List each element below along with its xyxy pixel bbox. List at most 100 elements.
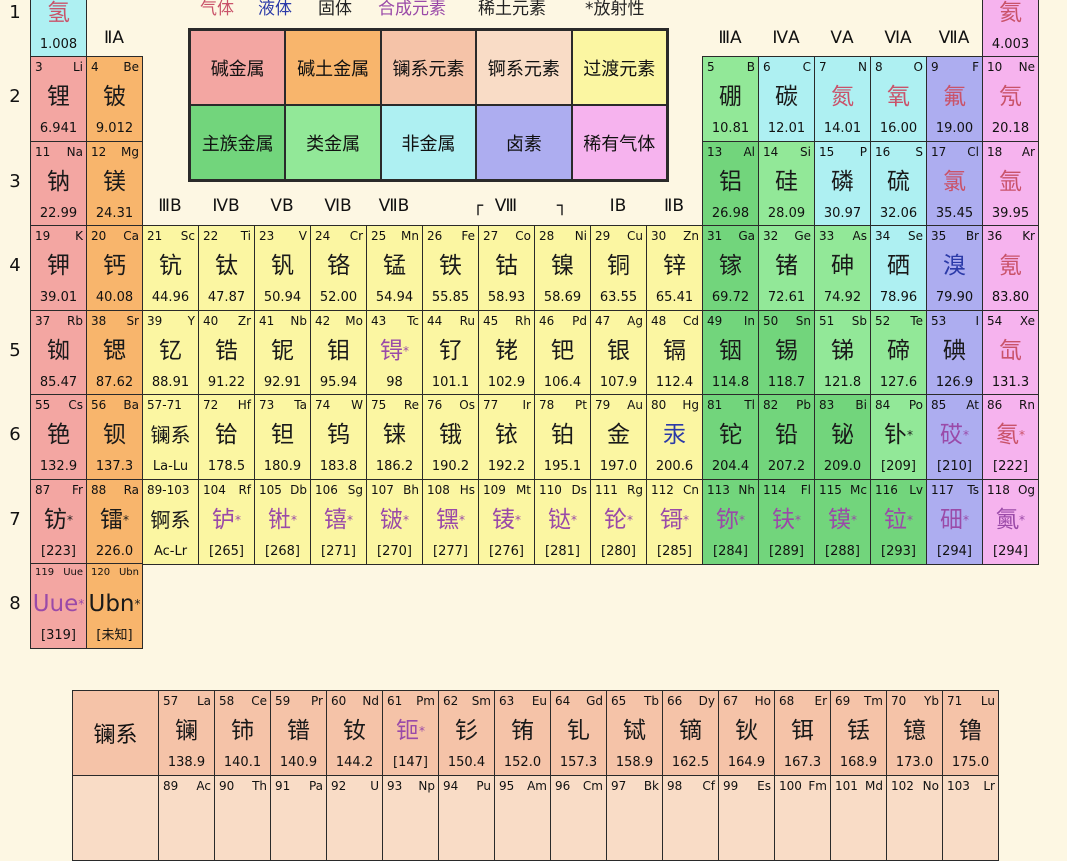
element-cell[interactable]: 120 Ubn Ubn* [未知] xyxy=(86,563,143,649)
element-cell[interactable]: 92 U xyxy=(326,775,383,861)
element-cell[interactable]: 71 Lu 镥 175.0 xyxy=(942,690,999,776)
element-cell[interactable]: 9 F 氟 19.00 xyxy=(926,56,983,142)
element-cell[interactable]: 118 Og 鿫* [294] xyxy=(982,478,1039,565)
element-cell[interactable]: 87 Fr 钫* [223] xyxy=(30,478,87,565)
element-cell[interactable]: 78 Pt 铂 195.1 xyxy=(534,394,591,480)
element-cell[interactable]: 89-103 锕系 Ac-Lr xyxy=(142,478,199,565)
element-cell[interactable]: 67 Ho 钬 164.9 xyxy=(718,690,775,776)
element-cell[interactable]: 85 At 砹* [210] xyxy=(926,394,983,480)
element-cell[interactable]: 5 B 硼 10.81 xyxy=(702,56,759,142)
element-cell[interactable]: 100 Fm xyxy=(774,775,831,861)
element-cell[interactable]: 115 Mc 镆* [288] xyxy=(814,478,871,565)
element-cell[interactable]: 33 As 砷 74.92 xyxy=(814,225,871,311)
element-cell[interactable]: 58 Ce 铈 140.1 xyxy=(214,690,271,776)
element-cell[interactable]: 16 S 硫 32.06 xyxy=(870,140,927,227)
element-cell[interactable]: 97 Bk xyxy=(606,775,663,861)
element-cell[interactable]: 36 Kr 氪 83.80 xyxy=(982,225,1039,311)
element-cell[interactable]: 54 Xe 氙 131.3 xyxy=(982,309,1039,396)
element-cell[interactable]: 17 Cl 氯 35.45 xyxy=(926,140,983,227)
element-cell[interactable]: 38 Sr 锶 87.62 xyxy=(86,309,143,396)
element-cell[interactable]: 69 Tm 铥 168.9 xyxy=(830,690,887,776)
element-cell[interactable]: 48 Cd 镉 112.4 xyxy=(646,309,703,396)
element-cell[interactable]: 15 P 磷 30.97 xyxy=(814,140,871,227)
element-cell[interactable]: 44 Ru 钌 101.1 xyxy=(422,309,479,396)
element-cell[interactable]: 65 Tb 铽 158.9 xyxy=(606,690,663,776)
element-cell[interactable]: 18 Ar 氩 39.95 xyxy=(982,140,1039,227)
element-cell[interactable]: 93 Np xyxy=(382,775,439,861)
element-cell[interactable]: 32 Ge 锗 72.61 xyxy=(758,225,815,311)
element-cell[interactable]: 114 Fl 𫓧* [289] xyxy=(758,478,815,565)
element-cell[interactable]: 55 Cs 铯 132.9 xyxy=(30,394,87,480)
element-cell[interactable]: 104 Rf 𬬻* [265] xyxy=(198,478,255,565)
element-cell[interactable]: 105 Db 𬭊* [268] xyxy=(254,478,311,565)
element-cell[interactable]: 37 Rb 铷 85.47 xyxy=(30,309,87,396)
element-cell[interactable]: 14 Si 硅 28.09 xyxy=(758,140,815,227)
element-cell[interactable]: 82 Pb 铅 207.2 xyxy=(758,394,815,480)
element-cell[interactable]: 22 Ti 钛 47.87 xyxy=(198,225,255,311)
element-cell[interactable]: 39 Y 钇 88.91 xyxy=(142,309,199,396)
element-cell[interactable]: 73 Ta 钽 180.9 xyxy=(254,394,311,480)
element-cell[interactable]: 62 Sm 钐 150.4 xyxy=(438,690,495,776)
element-cell[interactable]: 70 Yb 镱 173.0 xyxy=(886,690,943,776)
element-cell[interactable]: 63 Eu 铕 152.0 xyxy=(494,690,551,776)
element-cell[interactable]: 112 Cn 鿔* [285] xyxy=(646,478,703,565)
element-cell[interactable]: 12 Mg 镁 24.31 xyxy=(86,140,143,227)
element-cell[interactable]: 45 Rh 铑 102.9 xyxy=(478,309,535,396)
element-cell[interactable]: 57 La 镧 138.9 xyxy=(158,690,215,776)
element-cell[interactable]: 95 Am xyxy=(494,775,551,861)
element-cell[interactable]: 72 Hf 铪 178.5 xyxy=(198,394,255,480)
element-cell[interactable]: 26 Fe 铁 55.85 xyxy=(422,225,479,311)
element-cell[interactable]: 90 Th xyxy=(214,775,271,861)
element-cell[interactable]: 41 Nb 铌 92.91 xyxy=(254,309,311,396)
element-cell[interactable]: 49 In 铟 114.8 xyxy=(702,309,759,396)
element-cell[interactable]: 20 Ca 钙 40.08 xyxy=(86,225,143,311)
element-cell[interactable]: 116 Lv 𫟷* [293] xyxy=(870,478,927,565)
element-cell[interactable]: 47 Ag 银 107.9 xyxy=(590,309,647,396)
element-cell[interactable]: 42 Mo 钼 95.94 xyxy=(310,309,367,396)
element-cell[interactable]: 101 Md xyxy=(830,775,887,861)
element-cell[interactable]: 61 Pm 钷* [147] xyxy=(382,690,439,776)
element-cell[interactable]: 56 Ba 钡 137.3 xyxy=(86,394,143,480)
element-cell[interactable]: 84 Po 钋* [209] xyxy=(870,394,927,480)
element-cell[interactable]: 66 Dy 镝 162.5 xyxy=(662,690,719,776)
element-cell[interactable]: 89 Ac xyxy=(158,775,215,861)
element-cell[interactable]: 60 Nd 钕 144.2 xyxy=(326,690,383,776)
element-cell[interactable]: 4 Be 铍 9.012 xyxy=(86,56,143,142)
element-cell[interactable]: 79 Au 金 197.0 xyxy=(590,394,647,480)
element-cell[interactable]: 59 Pr 镨 140.9 xyxy=(270,690,327,776)
element-cell[interactable]: 氦 4.003 xyxy=(982,0,1039,58)
element-cell[interactable]: 81 Tl 铊 204.4 xyxy=(702,394,759,480)
element-cell[interactable]: 25 Mn 锰 54.94 xyxy=(366,225,423,311)
element-cell[interactable]: 57-71 镧系 La-Lu xyxy=(142,394,199,480)
element-cell[interactable]: 7 N 氮 14.01 xyxy=(814,56,871,142)
element-cell[interactable]: 40 Zr 锆 91.22 xyxy=(198,309,255,396)
element-cell[interactable]: 34 Se 硒 78.96 xyxy=(870,225,927,311)
element-cell[interactable]: 102 No xyxy=(886,775,943,861)
element-cell[interactable]: 77 Ir 铱 192.2 xyxy=(478,394,535,480)
element-cell[interactable]: 27 Co 钴 58.93 xyxy=(478,225,535,311)
element-cell[interactable]: 10 Ne 氖 20.18 xyxy=(982,56,1039,142)
element-cell[interactable]: 6 C 碳 12.01 xyxy=(758,56,815,142)
element-cell[interactable]: 53 I 碘 126.9 xyxy=(926,309,983,396)
element-cell[interactable]: 91 Pa xyxy=(270,775,327,861)
element-cell[interactable]: 74 W 钨 183.8 xyxy=(310,394,367,480)
element-cell[interactable]: 氢 1.008 xyxy=(30,0,87,58)
element-cell[interactable]: 50 Sn 锡 118.7 xyxy=(758,309,815,396)
element-cell[interactable]: 83 Bi 铋 209.0 xyxy=(814,394,871,480)
element-cell[interactable]: 30 Zn 锌 65.41 xyxy=(646,225,703,311)
element-cell[interactable]: 19 K 钾 39.01 xyxy=(30,225,87,311)
element-cell[interactable]: 88 Ra 镭* 226.0 xyxy=(86,478,143,565)
element-cell[interactable]: 76 Os 锇 190.2 xyxy=(422,394,479,480)
element-cell[interactable]: 11 Na 钠 22.99 xyxy=(30,140,87,227)
element-cell[interactable]: 107 Bh 𬭛* [270] xyxy=(366,478,423,565)
element-cell[interactable]: 24 Cr 铬 52.00 xyxy=(310,225,367,311)
element-cell[interactable]: 113 Nh 鿭* [284] xyxy=(702,478,759,565)
element-cell[interactable]: 23 V 钒 50.94 xyxy=(254,225,311,311)
element-cell[interactable]: 117 Ts 鿬* [294] xyxy=(926,478,983,565)
element-cell[interactable]: 43 Tc 锝* 98 xyxy=(366,309,423,396)
element-cell[interactable]: 29 Cu 铜 63.55 xyxy=(590,225,647,311)
element-cell[interactable]: 51 Sb 锑 121.8 xyxy=(814,309,871,396)
element-cell[interactable]: 111 Rg 𬬭* [280] xyxy=(590,478,647,565)
element-cell[interactable]: 13 Al 铝 26.98 xyxy=(702,140,759,227)
element-cell[interactable]: 68 Er 铒 167.3 xyxy=(774,690,831,776)
